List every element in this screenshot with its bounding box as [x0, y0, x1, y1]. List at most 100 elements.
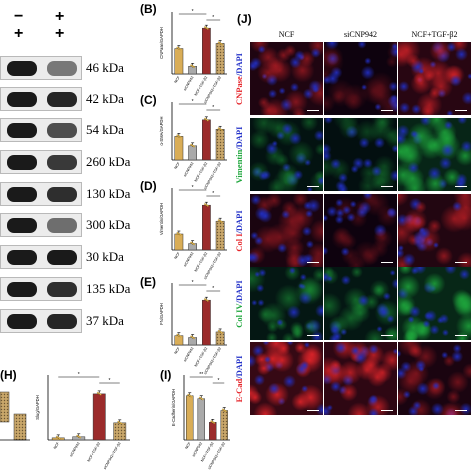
- category-tick-label: siCNP942: [192, 442, 204, 458]
- category-tick-label: siCNP942: [183, 162, 195, 178]
- category-tick-label: NCF+TGF-β2: [87, 442, 101, 463]
- microscopy-image: [324, 267, 397, 340]
- blot-band: [7, 218, 37, 233]
- data-point: [177, 232, 180, 235]
- category-tick-label: NCF: [174, 161, 182, 170]
- category-tick-label: NCF: [174, 75, 182, 84]
- data-point: [190, 143, 193, 146]
- microscopy-image: [250, 342, 323, 415]
- data-point: [217, 127, 220, 130]
- stain-name: Vimentin: [234, 149, 244, 183]
- category-tick-label: NCF: [53, 441, 61, 450]
- molecular-weight-label: 54 kDa: [86, 122, 124, 137]
- molecular-weight-label: 130 kDa: [86, 186, 131, 201]
- blot-strip: [0, 87, 82, 111]
- blot-band: [47, 61, 77, 76]
- data-point: [190, 241, 193, 244]
- blot-band: [7, 123, 37, 138]
- data-point: [206, 299, 209, 302]
- y-axis-label: Slug/GAPDH: [35, 395, 40, 419]
- stain-name: E-Cad: [234, 378, 244, 402]
- data-point: [79, 436, 82, 439]
- scale-bar: [381, 110, 393, 111]
- sign-plus-lane1-row2: +: [14, 25, 24, 42]
- category-tick-label: siCNP942: [183, 252, 195, 268]
- significance-star: *: [192, 185, 194, 191]
- bar: [202, 119, 211, 161]
- blot-band: [47, 250, 77, 265]
- blot-band: [47, 123, 77, 138]
- microscopy-image: [398, 342, 471, 415]
- data-point: [177, 334, 180, 337]
- blot-band: [7, 314, 37, 329]
- data-point: [210, 420, 213, 423]
- row-label: E-Cad/DAPI: [229, 342, 249, 415]
- significance-star: *: [218, 378, 220, 384]
- data-point: [191, 65, 194, 68]
- category-tick-label: NCF: [174, 251, 182, 260]
- row-label: Col IV/DAPI: [229, 267, 249, 340]
- data-point: [176, 232, 179, 234]
- data-point: [193, 243, 195, 246]
- stain-name: Col I: [234, 232, 244, 252]
- data-point: [190, 335, 193, 338]
- row-label-text: Col I/DAPI: [234, 210, 244, 251]
- dapi-suffix: /DAPI: [234, 209, 244, 233]
- bar: [113, 422, 127, 441]
- scale-bar: [307, 110, 319, 111]
- scale-bar: [307, 410, 319, 411]
- data-point: [217, 219, 220, 222]
- microscopy-image: [250, 194, 323, 267]
- row-label-text: Col IV/DAPI: [234, 280, 244, 327]
- blot-strip: [0, 56, 82, 80]
- data-point: [205, 204, 208, 206]
- data-point: [191, 336, 194, 339]
- data-point: [219, 220, 222, 222]
- bar: [215, 129, 225, 161]
- molecular-weight-label: 37 kDa: [86, 313, 124, 328]
- data-point: [205, 27, 208, 29]
- scale-bar: [455, 335, 467, 336]
- data-point: [224, 410, 227, 413]
- sign-minus-lane1: −: [14, 8, 24, 25]
- category-tick-label: siCNP942: [69, 442, 81, 458]
- bar: [215, 43, 225, 75]
- y-axis-label: Vimentin/GAPDH: [159, 203, 164, 235]
- stain-name: Col IV: [234, 302, 244, 328]
- data-point: [57, 436, 60, 439]
- molecular-weight-label: 46 kDa: [86, 60, 124, 75]
- significance-star: *: [212, 286, 214, 292]
- microscopy-image: [398, 194, 471, 267]
- significance-star: **: [199, 372, 203, 378]
- data-point: [176, 333, 179, 336]
- panel-label-d: (D): [140, 179, 157, 193]
- significance-star: *: [212, 105, 214, 111]
- data-point: [221, 408, 224, 411]
- data-point: [118, 421, 121, 424]
- data-point: [58, 437, 61, 440]
- significance-star: *: [212, 15, 214, 21]
- bar: [215, 220, 225, 251]
- blot-band: [47, 187, 77, 202]
- microscopy-image: [324, 342, 397, 415]
- data-point: [205, 299, 208, 301]
- data-point: [217, 329, 220, 332]
- bar: [174, 233, 184, 251]
- row-label: CNPase/DAPI: [229, 42, 249, 115]
- dapi-suffix: /DAPI: [234, 279, 244, 303]
- bar: [215, 331, 225, 346]
- row-label-text: CNPase/DAPI: [234, 53, 244, 105]
- bar: [188, 66, 197, 75]
- microscopy-image: [250, 118, 323, 191]
- blot-band: [47, 282, 77, 297]
- blot-band: [47, 218, 77, 233]
- data-point: [220, 128, 223, 131]
- panel-label-b: (B): [140, 2, 157, 16]
- data-point: [220, 43, 223, 46]
- data-point: [213, 421, 216, 424]
- bar: [209, 422, 217, 441]
- category-tick-label: NCF+TGF-β2: [194, 347, 208, 368]
- bar: [174, 136, 184, 161]
- bar: [13, 413, 27, 441]
- scale-bar: [381, 186, 393, 187]
